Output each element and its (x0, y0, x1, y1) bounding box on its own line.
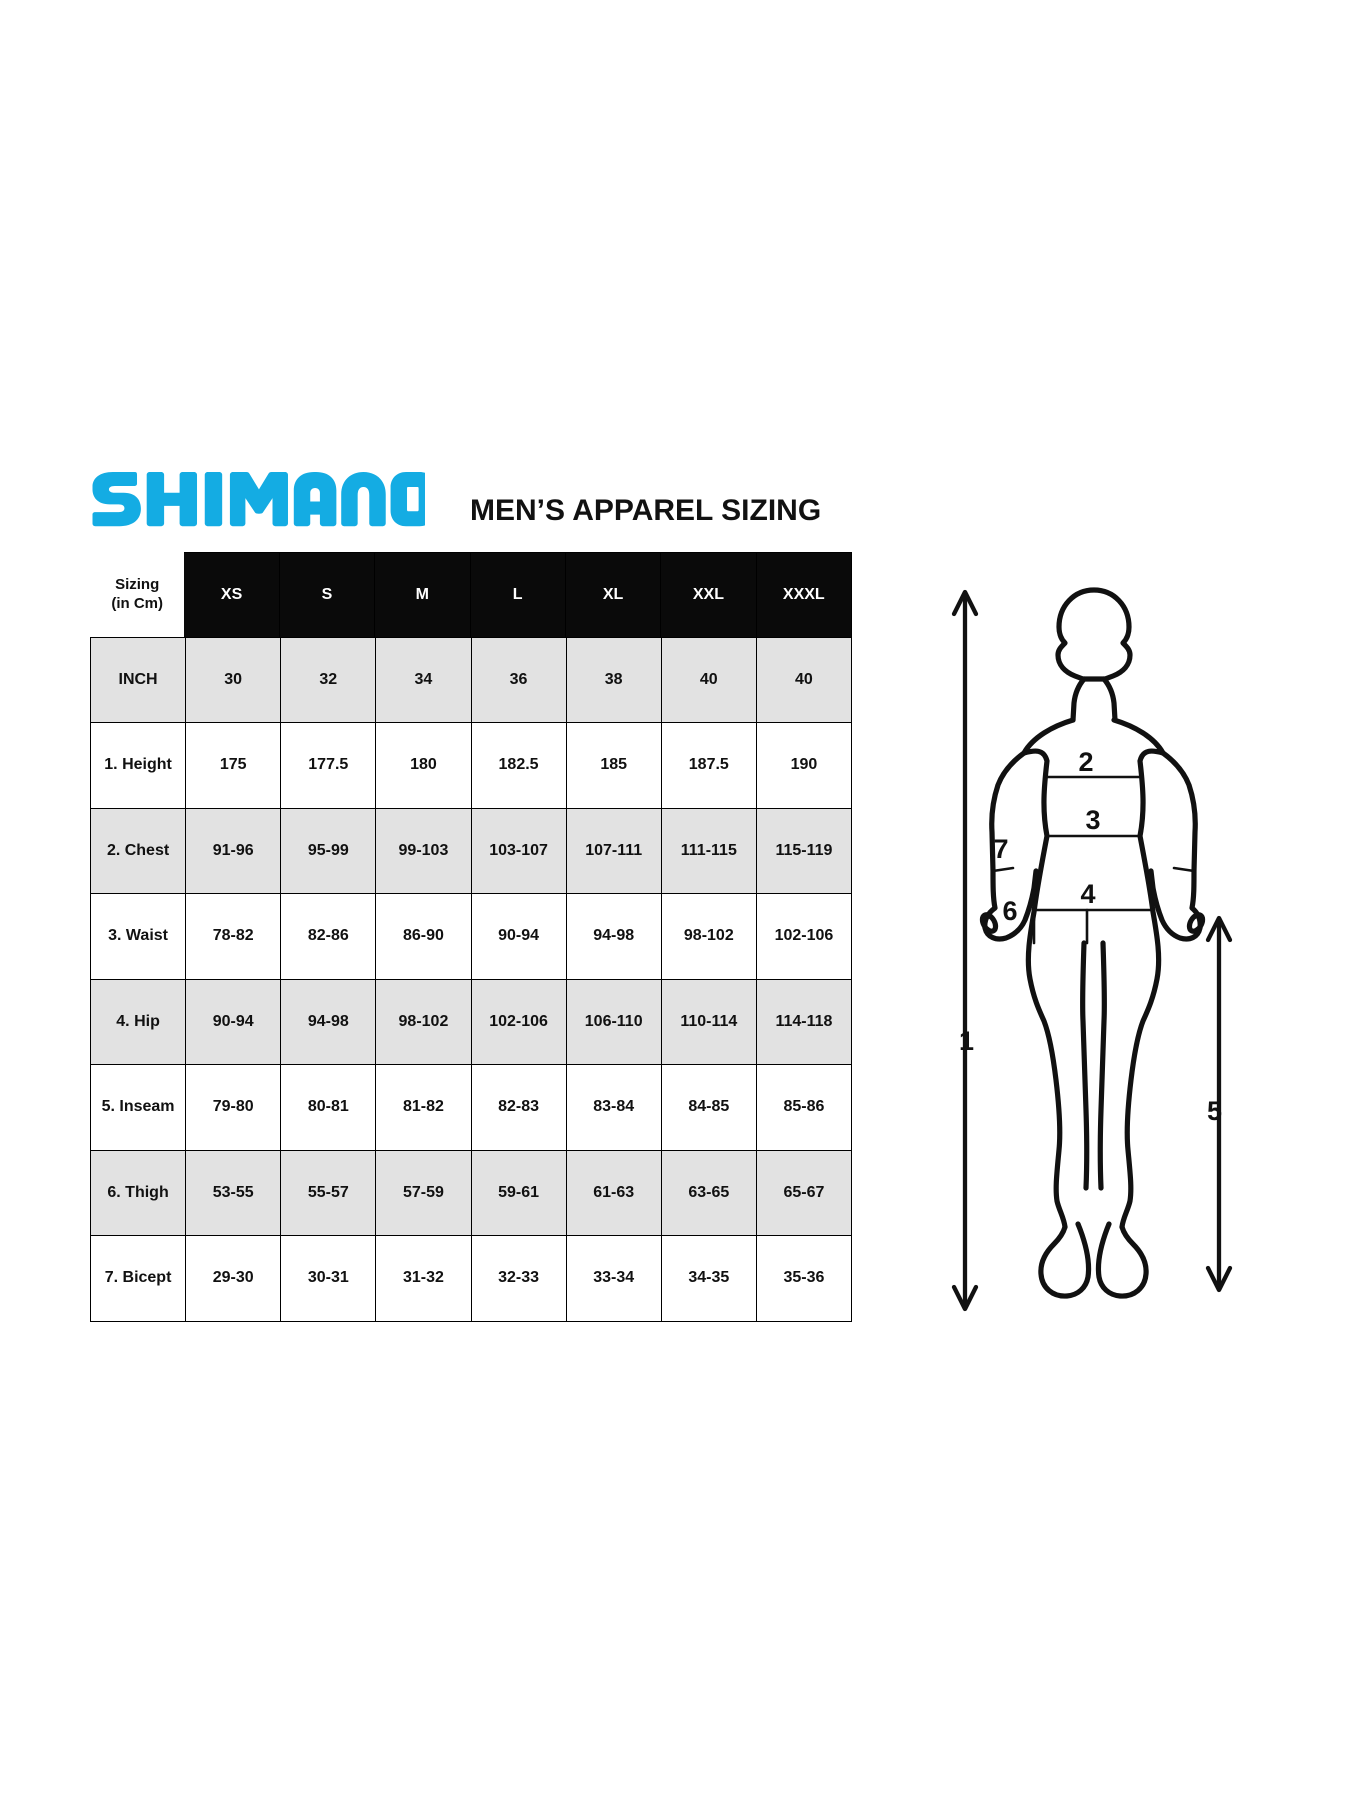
svg-text:7: 7 (993, 834, 1008, 864)
svg-text:5: 5 (1207, 1096, 1222, 1126)
svg-text:4: 4 (1080, 879, 1095, 909)
svg-text:6: 6 (1002, 896, 1017, 926)
svg-text:2: 2 (1078, 747, 1093, 777)
svg-text:1: 1 (959, 1026, 974, 1056)
svg-text:3: 3 (1085, 805, 1100, 835)
